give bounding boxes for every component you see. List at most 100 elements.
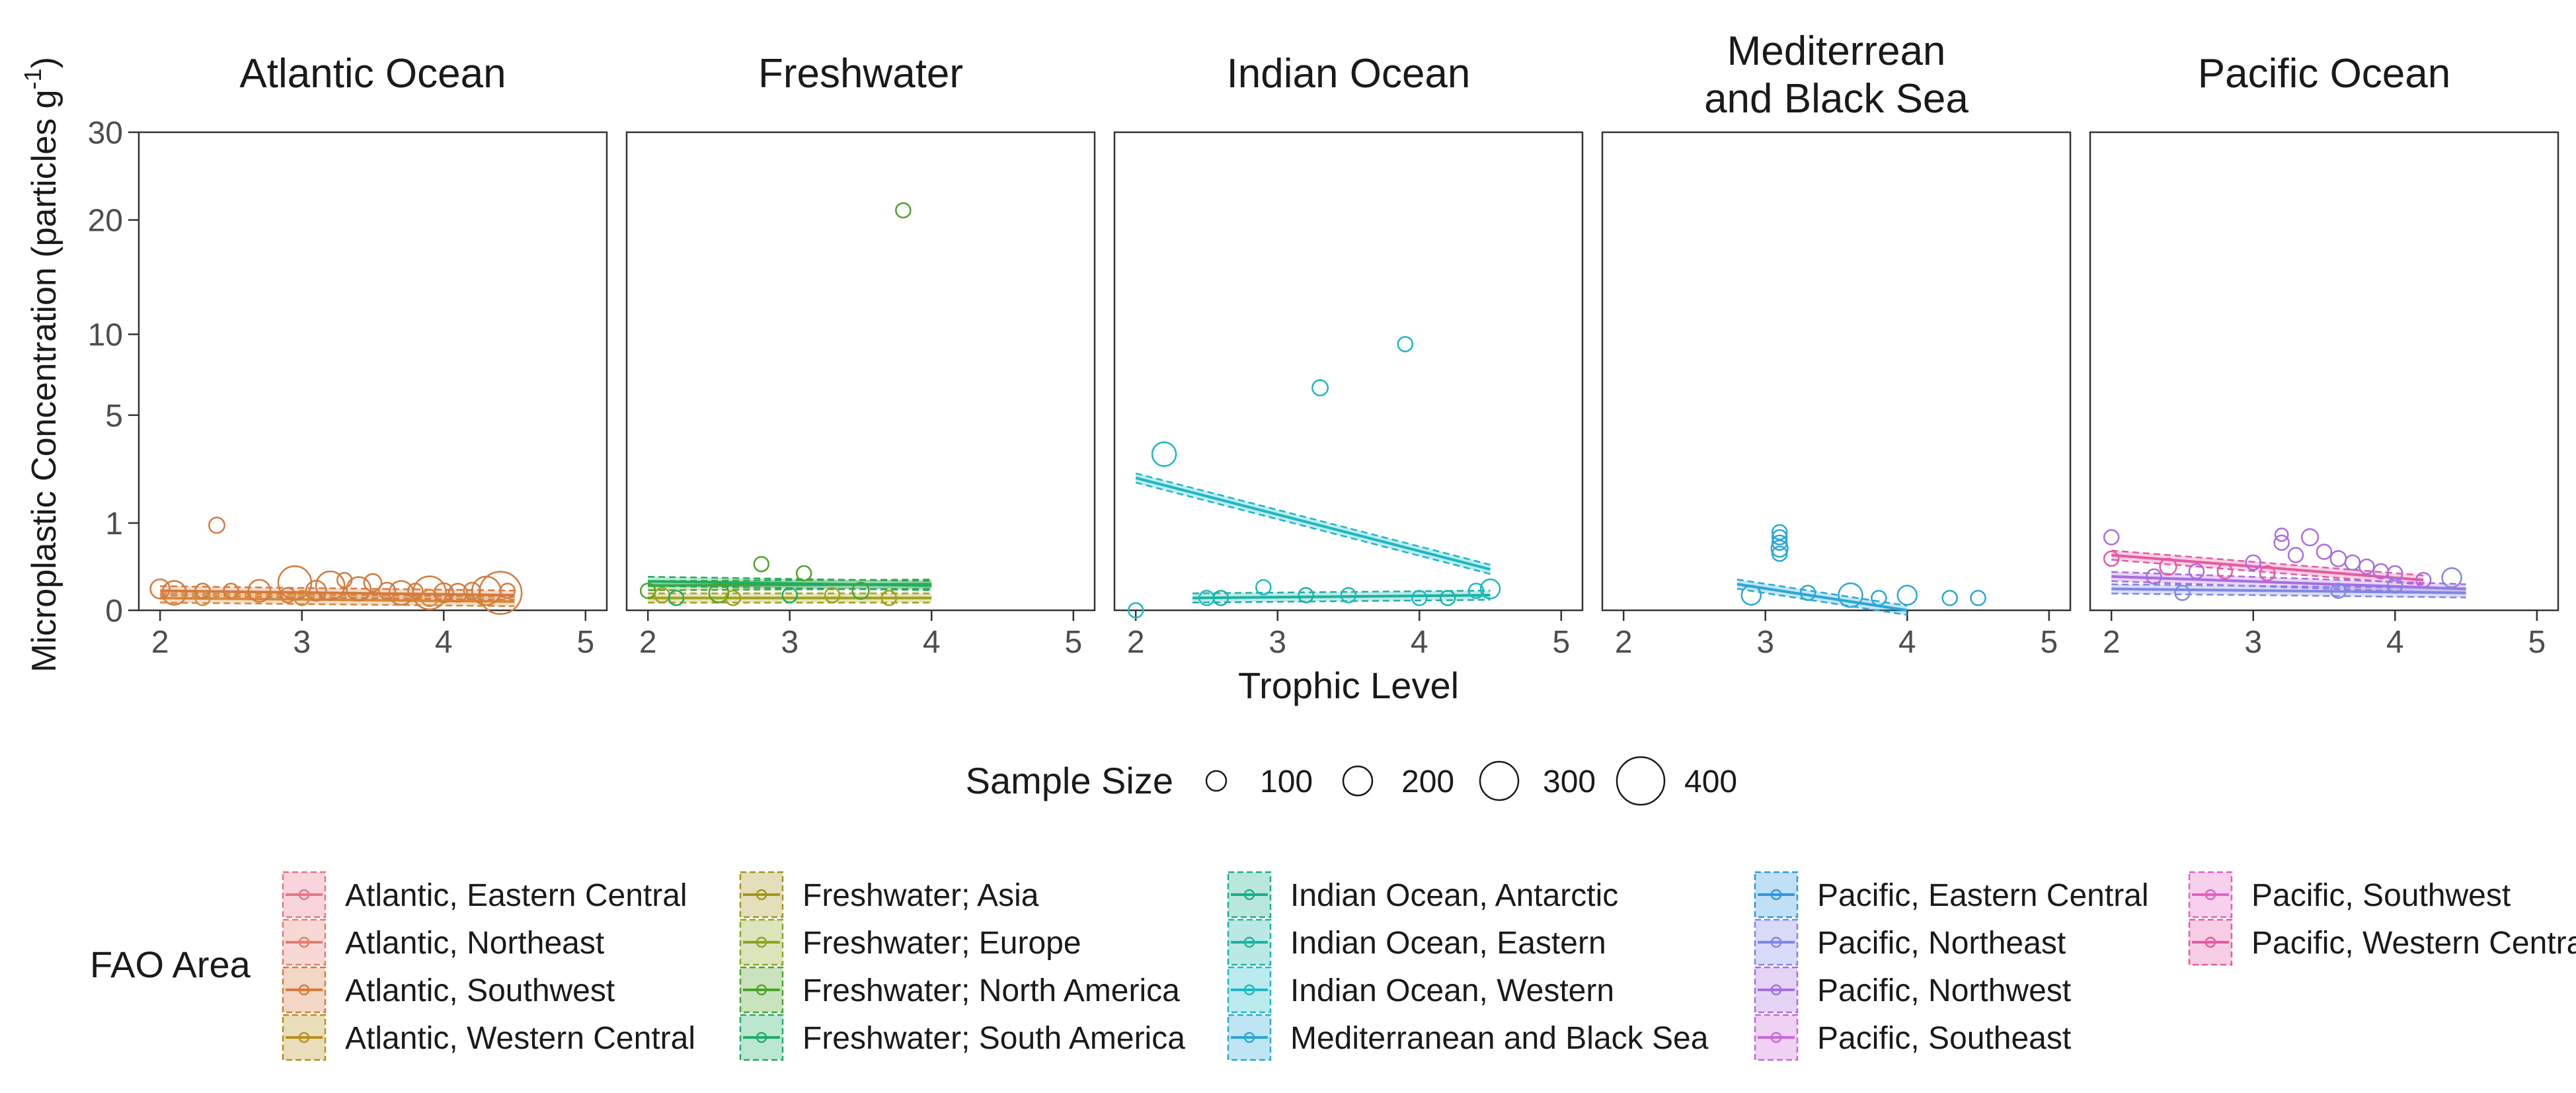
trend-line — [160, 589, 515, 597]
x-tick-label: 2 — [151, 625, 169, 660]
legend-label: Atlantic, Southwest — [345, 973, 615, 1008]
data-point — [2245, 554, 2261, 571]
legend-label: Indian Ocean, Western — [1290, 973, 1614, 1008]
trend-band-upper — [1135, 472, 1491, 566]
facet-panel: Mediterrean and Black Sea 2 3 4 5 — [1601, 28, 2072, 660]
data-point — [448, 583, 468, 603]
data-point — [2103, 550, 2120, 567]
x-tick-label: 3 — [781, 625, 799, 660]
size-legend-key — [1616, 756, 1666, 806]
data-point — [1255, 579, 1272, 596]
data-point — [1467, 583, 1485, 599]
data-point — [1838, 582, 1863, 608]
data-point — [2316, 544, 2333, 560]
data-point — [1771, 529, 1788, 546]
legend-key-point — [1243, 984, 1255, 996]
data-point — [2441, 567, 2462, 588]
data-point — [478, 571, 523, 615]
data-point — [639, 583, 656, 599]
x-tick-label: 3 — [2244, 625, 2262, 660]
x-tick-label: 2 — [1127, 625, 1145, 660]
data-point — [2146, 568, 2162, 585]
size-legend-title: Sample Size — [966, 760, 1173, 801]
x-tick-label: 2 — [2103, 625, 2121, 660]
facet-panel: Pacific Ocean 2 3 4 5 — [2089, 51, 2559, 660]
legend-label: Pacific, Eastern Central — [1817, 878, 2149, 913]
legend-key-point — [756, 936, 767, 948]
legend-key-point — [2205, 936, 2216, 948]
trend-line — [1135, 476, 1491, 571]
legend-key-point — [2205, 889, 2216, 901]
y-tick-label: 1 — [105, 506, 123, 542]
legend-key-point — [1243, 1032, 1255, 1043]
data-point — [463, 581, 481, 600]
data-point — [194, 590, 211, 606]
data-point — [1740, 585, 1762, 606]
facet-title: Mediterrean and Black Sea — [1704, 28, 1969, 122]
data-point — [1411, 590, 1428, 606]
data-point — [1771, 534, 1788, 551]
data-point — [880, 590, 898, 606]
data-point — [208, 516, 225, 534]
size-legend-label: 400 — [1684, 764, 1737, 799]
legend-label: Freshwater; North America — [802, 973, 1180, 1008]
x-tick-label: 3 — [293, 625, 311, 660]
size-legend-label: 300 — [1543, 764, 1596, 799]
facet-title-line: and Black Sea — [1704, 76, 1969, 122]
size-legend-key — [1205, 770, 1228, 792]
x-tick-label: 4 — [1411, 625, 1428, 660]
size-legend-label: 200 — [1401, 764, 1454, 799]
data-point — [1799, 585, 1816, 601]
y-tick-label: 5 — [105, 399, 123, 434]
legend-key-point — [1770, 889, 1782, 901]
legend-label: Indian Ocean, Antarctic — [1290, 878, 1618, 913]
facet-title-line: Mediterrean — [1727, 28, 1946, 74]
data-point — [2387, 565, 2403, 582]
trend-band-lower — [160, 602, 515, 608]
x-tick-label: 4 — [435, 625, 453, 660]
data-point — [2300, 528, 2320, 547]
legend-key-point — [756, 984, 767, 996]
data-point — [412, 575, 448, 610]
y-axis-title-main: Microplastic Concentration (particles g — [25, 89, 63, 672]
data-point — [795, 565, 812, 582]
legend-key-point — [1770, 984, 1782, 996]
y-axis: 0 1 5 10 20 30 — [88, 116, 139, 629]
data-point — [363, 573, 383, 592]
size-legend-key — [1479, 760, 1520, 801]
panel-border — [2089, 131, 2559, 612]
data-point — [293, 590, 310, 606]
facet-title: Atlantic Ocean — [239, 51, 506, 97]
panel-border — [137, 131, 608, 612]
legend-label: Pacific, Northwest — [1817, 973, 2071, 1008]
y-axis-title-close: ) — [25, 57, 63, 68]
facet-title: Freshwater — [758, 51, 963, 97]
data-point — [161, 580, 187, 606]
data-point — [1770, 540, 1789, 558]
size-legend: Sample Size 100 200 300 400 — [966, 756, 1737, 806]
legend-key-point — [1243, 936, 1255, 948]
data-point — [499, 583, 516, 599]
data-point — [2359, 558, 2375, 575]
data-point — [1311, 379, 1329, 397]
data-point — [781, 587, 798, 604]
legend-label: Pacific, Northeast — [1817, 926, 2066, 961]
x-tick-label: 3 — [1756, 625, 1774, 660]
x-tick-label: 5 — [1064, 625, 1082, 660]
color-legend-title: FAO Area — [90, 944, 251, 985]
trend-band-upper — [160, 592, 515, 598]
data-point — [1340, 587, 1357, 604]
data-point — [2259, 565, 2276, 582]
data-point — [2273, 534, 2290, 551]
data-point — [149, 578, 171, 600]
data-point — [315, 570, 346, 601]
legend-key-point — [1243, 889, 1255, 901]
color-legend: FAO Area Atlantic, Eastern Central Atlanti… — [90, 871, 2576, 1061]
trend-line — [2111, 587, 2466, 594]
x-tick-label: 5 — [1552, 625, 1570, 660]
data-point — [851, 581, 870, 600]
legend-key-point — [1770, 1032, 1782, 1043]
panel-border — [625, 131, 1096, 612]
trend-line — [648, 580, 932, 587]
